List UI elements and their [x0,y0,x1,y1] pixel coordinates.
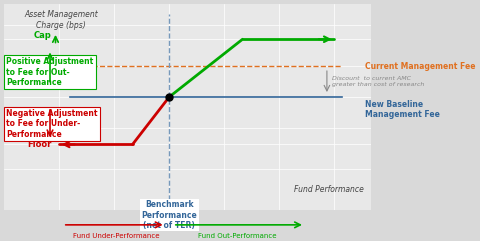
Text: Floor: Floor [27,140,52,149]
Text: Negative Adjustment
to Fee for Under-
Performance: Negative Adjustment to Fee for Under- Pe… [6,109,97,139]
Text: Discount  to current AMC
greater than cost of research: Discount to current AMC greater than cos… [333,76,425,87]
Text: Fund Out-Performance: Fund Out-Performance [198,233,276,239]
Text: Current Management Fee: Current Management Fee [365,61,476,71]
Text: Cap: Cap [34,31,52,40]
Text: Asset Management
Charge (bps): Asset Management Charge (bps) [24,10,98,30]
Text: New Baseline
Management Fee: New Baseline Management Fee [365,100,440,120]
Text: Fund Under-Performance: Fund Under-Performance [73,233,159,239]
Text: Positive Adjustment
to Fee for Out-
Performance: Positive Adjustment to Fee for Out- Perf… [6,57,93,87]
Text: Benchmark
Performance
(net of TER): Benchmark Performance (net of TER) [141,200,197,230]
Text: Fund Performance: Fund Performance [294,185,363,194]
